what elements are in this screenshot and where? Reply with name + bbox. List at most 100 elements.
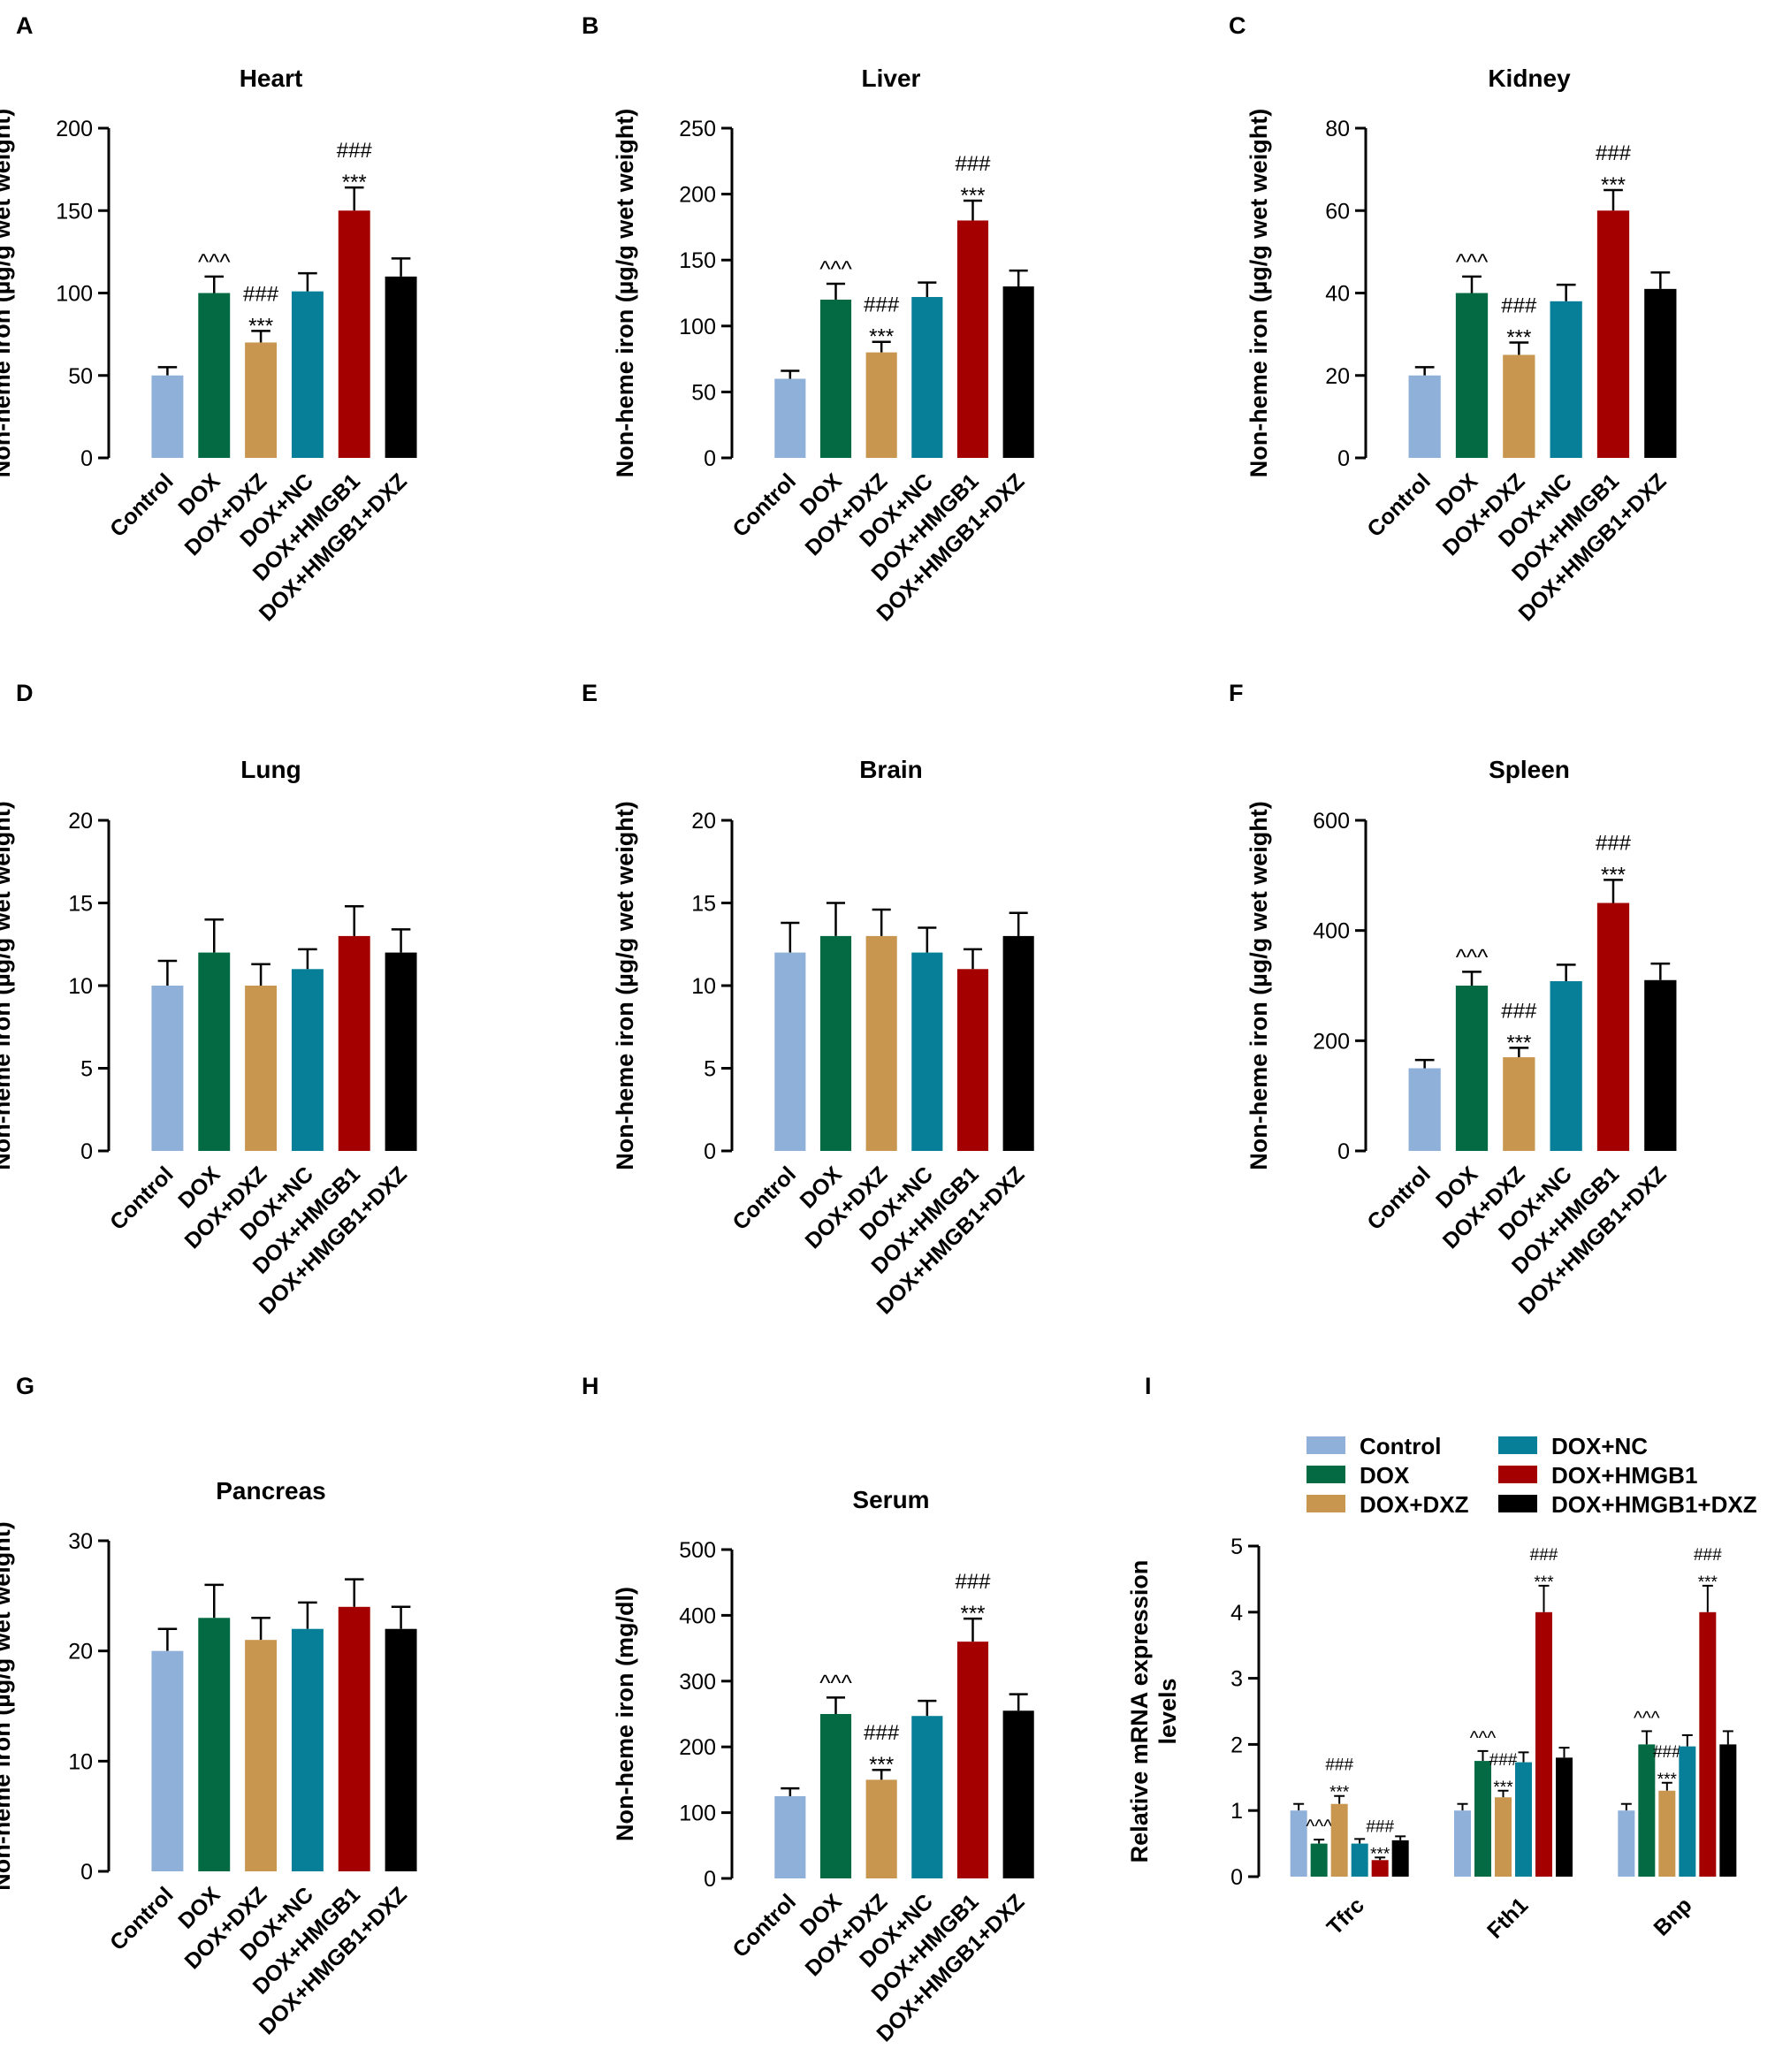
y-axis-label: Non-heme iron (µg/g wet weight) [1246, 109, 1272, 478]
legend-label: DOX+NC [1551, 1433, 1648, 1459]
bar-dox-dxz [245, 1640, 278, 1871]
y-tick-label: 0 [80, 446, 93, 471]
bar-dox-hmgb1-dxz [1002, 286, 1034, 458]
significance-annotation: ### [337, 139, 373, 163]
y-tick-label: 0 [1337, 446, 1350, 471]
bar-dox [1455, 293, 1489, 458]
legend-swatch [1498, 1466, 1537, 1483]
y-axis-label-line: Relative mRNA expression [1126, 1560, 1153, 1863]
bar-dox-hmgb1 [1699, 1611, 1717, 1877]
bar-dox-dxz [1330, 1803, 1348, 1877]
significance-annotation: ### [1596, 831, 1632, 855]
significance-annotation: ### [864, 293, 900, 317]
bar-dox-dxz [1658, 1790, 1676, 1877]
significance-annotation: ### [1530, 1546, 1558, 1565]
legend-label: DOX [1360, 1462, 1410, 1489]
bar-dox-dxz [245, 986, 278, 1151]
significance-annotation: *** [1698, 1573, 1718, 1592]
y-tick-label: 400 [1313, 919, 1350, 944]
y-tick-label: 80 [1325, 117, 1350, 141]
legend-swatch [1498, 1495, 1537, 1512]
significance-annotation: ^^^ [819, 255, 852, 282]
bar-dox-dxz [1495, 1797, 1512, 1877]
bar-dox-dxz [865, 935, 897, 1151]
significance-annotation: ### [1325, 1756, 1353, 1775]
panel-letter: F [1229, 680, 1244, 706]
y-tick-label: 20 [68, 809, 93, 834]
y-tick-label: 500 [679, 1538, 716, 1563]
panel-letter: C [1229, 12, 1246, 39]
bar-dox-hmgb1-dxz [1644, 288, 1677, 458]
legend-label: Control [1360, 1433, 1441, 1459]
panel-letter: A [16, 12, 34, 39]
y-tick-label: 200 [679, 183, 716, 208]
y-tick-label: 40 [1325, 282, 1350, 307]
bar-dox [1638, 1744, 1656, 1877]
y-axis-label-line: levels [1154, 1678, 1181, 1744]
y-tick-label: 250 [679, 117, 716, 141]
significance-annotation: ^^^ [1470, 1728, 1497, 1748]
bar-dox [819, 935, 852, 1151]
y-tick-label: 20 [1325, 364, 1350, 389]
significance-annotation: *** [960, 1602, 985, 1626]
x-tick-label: Control [1362, 1162, 1436, 1235]
bar-dox-hmgb1-dxz [1002, 935, 1034, 1151]
y-tick-label: 0 [704, 1867, 716, 1892]
y-tick-label: 5 [704, 1057, 716, 1082]
y-tick-label: 10 [68, 974, 93, 999]
significance-annotation: ### [1596, 141, 1632, 165]
significance-annotation: ### [1501, 999, 1537, 1023]
bar-control [1290, 1810, 1307, 1877]
x-tick-label: Control [728, 1162, 801, 1235]
bar-dox-hmgb1 [1596, 903, 1630, 1151]
chart-title: Heart [240, 65, 303, 92]
bar-control [151, 986, 184, 1151]
y-axis-label: Non-heme iron (µg/g wet weight) [0, 109, 15, 478]
significance-annotation: ^^^ [1456, 943, 1489, 970]
y-tick-label: 0 [80, 1139, 93, 1164]
bar-dox-hmgb1 [338, 210, 370, 458]
significance-annotation: ### [1694, 1546, 1722, 1565]
bar-dox [819, 1714, 852, 1878]
bar-dox-hmgb1 [338, 1606, 370, 1871]
bar-dox-nc [291, 291, 324, 458]
y-tick-label: 200 [1313, 1029, 1350, 1054]
bar-dox-nc [1550, 981, 1582, 1151]
x-tick-label: Control [105, 1162, 179, 1235]
x-tick-label: Fth1 [1482, 1893, 1533, 1943]
bar-dox-hmgb1 [1535, 1611, 1552, 1877]
significance-annotation: ### [1489, 1751, 1518, 1770]
legend-swatch [1306, 1495, 1345, 1512]
panel-d: D Lung 0 5 10 15 20 Non-heme iron (µg/g wet wei… [0, 680, 417, 1319]
significance-annotation: ### [1653, 1743, 1681, 1762]
bar-dox-hmgb1 [956, 220, 989, 458]
y-tick-label: 30 [68, 1529, 93, 1554]
bar-dox-nc [291, 1628, 324, 1871]
bar-dox-nc [911, 1716, 943, 1878]
x-tick-label: Control [105, 1882, 179, 1955]
significance-annotation: *** [1506, 325, 1531, 349]
panel-c: C Kidney 0 20 40 60 80 Non-heme iron (µg/g wet … [1229, 12, 1677, 626]
bar-control [1454, 1810, 1471, 1877]
y-tick-label: 1 [1230, 1799, 1243, 1824]
legend-swatch [1498, 1436, 1537, 1454]
legend-swatch [1306, 1436, 1345, 1454]
bar-dox-nc [1515, 1762, 1532, 1877]
significance-annotation: *** [869, 1753, 894, 1777]
x-tick-label: Control [728, 468, 801, 542]
y-tick-label: 3 [1230, 1667, 1243, 1692]
chart-title: Spleen [1489, 756, 1570, 783]
y-tick-label: 50 [68, 364, 93, 389]
chart-title: Brain [859, 756, 923, 783]
significance-annotation: ### [1366, 1817, 1394, 1836]
bar-dox-hmgb1-dxz [385, 1628, 417, 1871]
y-axis-label: Non-heme iron (mg/dl) [612, 1587, 638, 1841]
bar-dox-nc [1550, 301, 1582, 458]
bar-control [774, 952, 806, 1151]
y-tick-label: 5 [1230, 1535, 1243, 1559]
x-tick-label: Control [105, 468, 179, 542]
bar-dox-hmgb1-dxz [1644, 979, 1677, 1151]
y-tick-label: 10 [68, 1749, 93, 1774]
